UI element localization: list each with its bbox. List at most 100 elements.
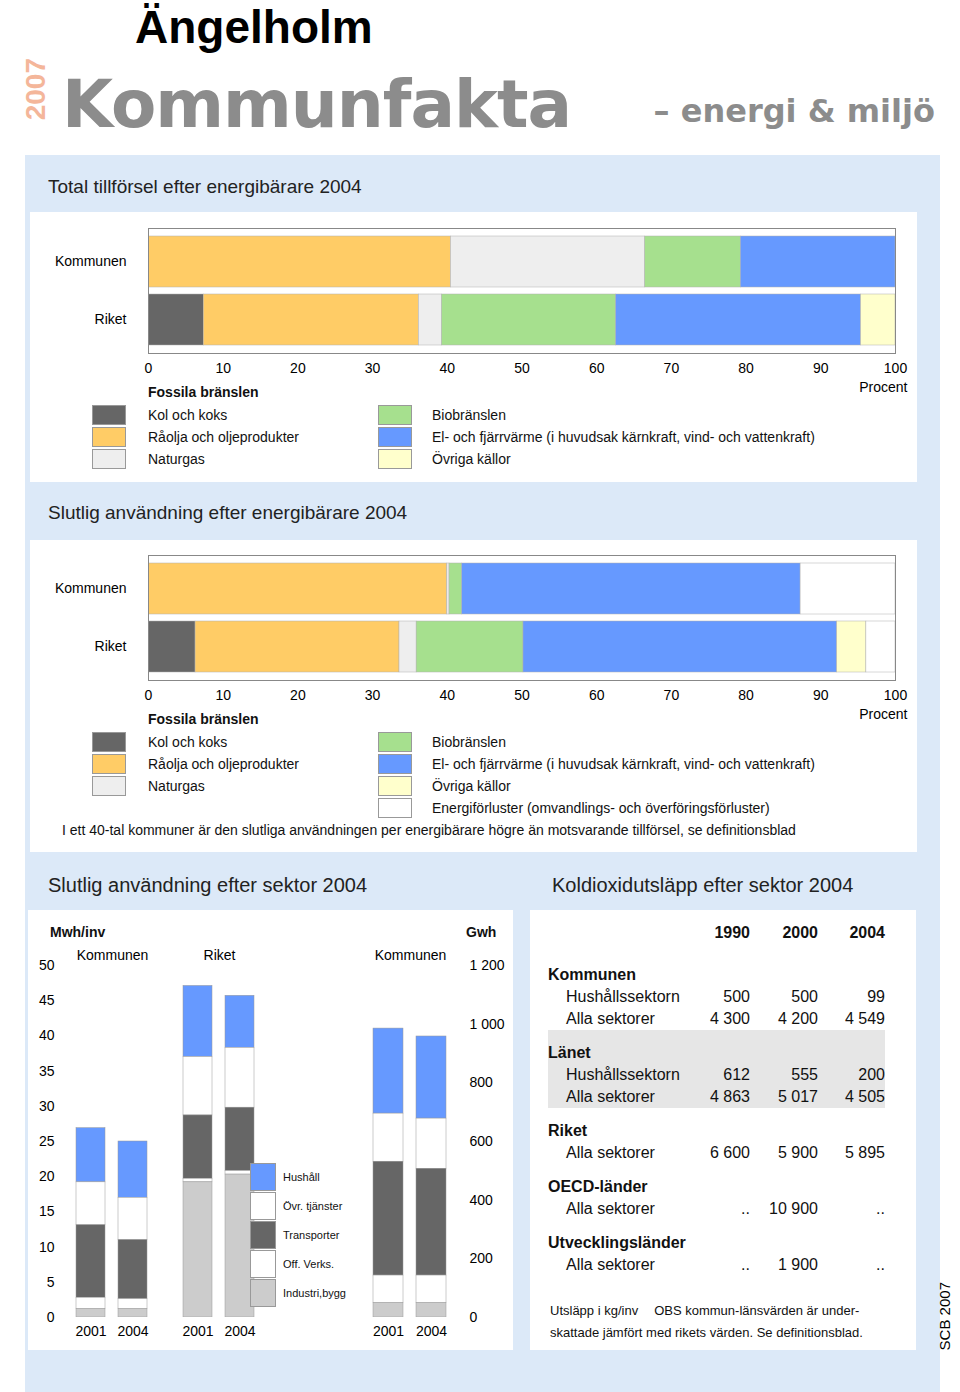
html-text:Slutlig användning efter sekto: Slutlig användning efter sektor 2004 xyxy=(48,874,368,896)
html-text:Slutlig användning efter energ: Slutlig användning efter energibärare 20… xyxy=(48,502,408,523)
svg-text:90: 90 xyxy=(813,687,829,703)
svg-text:1 000: 1 000 xyxy=(470,1016,505,1032)
svg-text:40: 40 xyxy=(440,360,456,376)
html-text:Alla sektorer: Alla sektorer xyxy=(566,1088,655,1105)
html-text:2004: 2004 xyxy=(849,924,885,941)
svg-text:400: 400 xyxy=(470,1192,494,1208)
svg-text:20: 20 xyxy=(39,1168,55,1184)
svg-text:Kommunen: Kommunen xyxy=(55,253,127,269)
svg-text:90: 90 xyxy=(813,360,829,376)
svg-text:70: 70 xyxy=(664,687,680,703)
html-text:SCB 2007: SCB 2007 xyxy=(936,1282,953,1351)
svg-text:0: 0 xyxy=(145,687,153,703)
svg-text:0: 0 xyxy=(145,360,153,376)
svg-text:Riket: Riket xyxy=(95,638,127,654)
html-text:555: 555 xyxy=(791,1066,818,1083)
svg-text:45: 45 xyxy=(39,992,55,1008)
svg-text:30: 30 xyxy=(39,1098,55,1114)
svg-text:Kommunen: Kommunen xyxy=(55,580,127,596)
svg-text:50: 50 xyxy=(39,957,55,973)
svg-text:2001: 2001 xyxy=(182,1323,213,1339)
html-text:Kommunfakta: Kommunfakta xyxy=(62,66,572,143)
svg-text:Kommunen: Kommunen xyxy=(375,947,447,963)
html-text:Total tillförsel efter energib: Total tillförsel efter energibärare 2004 xyxy=(48,176,362,197)
html-text:1 900: 1 900 xyxy=(778,1256,818,1273)
html-text:Naturgas: Naturgas xyxy=(148,451,205,467)
svg-text:80: 80 xyxy=(738,687,754,703)
html-text:Alla sektorer: Alla sektorer xyxy=(566,1200,655,1217)
html-text:200: 200 xyxy=(858,1066,885,1083)
html-text:Koldioxidutsläpp efter sektor: Koldioxidutsläpp efter sektor 2004 xyxy=(552,874,854,896)
html-text:2000: 2000 xyxy=(782,924,818,941)
html-text:Råolja och oljeprodukter: Råolja och oljeprodukter xyxy=(148,429,299,445)
html-text:5 900: 5 900 xyxy=(778,1144,818,1161)
html-text:4 549: 4 549 xyxy=(845,1010,885,1027)
svg-text:30: 30 xyxy=(365,360,381,376)
svg-text:2001: 2001 xyxy=(75,1323,106,1339)
html-text:4 863: 4 863 xyxy=(710,1088,750,1105)
html-text:Fossila bränslen: Fossila bränslen xyxy=(148,384,259,400)
svg-text:Procent: Procent xyxy=(859,706,907,721)
html-text:99: 99 xyxy=(867,988,885,1005)
svg-text:100: 100 xyxy=(884,360,908,376)
svg-text:10: 10 xyxy=(39,1239,55,1255)
svg-text:35: 35 xyxy=(39,1063,55,1079)
html-text:Alla sektorer: Alla sektorer xyxy=(566,1010,655,1027)
svg-text:60: 60 xyxy=(589,687,605,703)
svg-text:1 200: 1 200 xyxy=(470,957,505,973)
html-text:Alla sektorer: Alla sektorer xyxy=(566,1256,655,1273)
svg-text:0: 0 xyxy=(47,1309,55,1325)
html-text:Kol och koks: Kol och koks xyxy=(148,407,228,423)
html-text:6 600: 6 600 xyxy=(710,1144,750,1161)
svg-text:60: 60 xyxy=(589,360,605,376)
svg-text:15: 15 xyxy=(39,1203,55,1219)
svg-text:Riket: Riket xyxy=(204,947,236,963)
html-text:500: 500 xyxy=(791,988,818,1005)
html-text:Riket: Riket xyxy=(548,1122,588,1139)
svg-text:Riket: Riket xyxy=(95,311,127,327)
svg-text:600: 600 xyxy=(470,1133,494,1149)
svg-text:2004: 2004 xyxy=(224,1323,255,1339)
html-text:OECD-länder: OECD-länder xyxy=(548,1178,648,1195)
svg-text:2004: 2004 xyxy=(416,1323,447,1339)
html-text:5 017: 5 017 xyxy=(778,1088,818,1105)
svg-text:800: 800 xyxy=(470,1074,494,1090)
svg-text:2004: 2004 xyxy=(117,1323,148,1339)
svg-text:2001: 2001 xyxy=(373,1323,404,1339)
html-text:Ängelholm: Ängelholm xyxy=(135,1,373,53)
html-text:Utvecklingsländer: Utvecklingsländer xyxy=(548,1234,686,1251)
svg-text:20: 20 xyxy=(290,360,306,376)
html-text:Hushållssektorn: Hushållssektorn xyxy=(566,1066,680,1083)
svg-text:200: 200 xyxy=(470,1250,494,1266)
svg-text:50: 50 xyxy=(514,687,530,703)
html-text:1990: 1990 xyxy=(714,924,750,941)
svg-text:30: 30 xyxy=(365,687,381,703)
svg-text:25: 25 xyxy=(39,1133,55,1149)
svg-text:80: 80 xyxy=(738,360,754,376)
html-text:10 900: 10 900 xyxy=(769,1200,818,1217)
svg-text:40: 40 xyxy=(440,687,456,703)
html-text:Alla sektorer: Alla sektorer xyxy=(566,1144,655,1161)
svg-text:10: 10 xyxy=(215,687,231,703)
html-text:Hushållssektorn: Hushållssektorn xyxy=(566,988,680,1005)
html-text:4 505: 4 505 xyxy=(845,1088,885,1105)
svg-text:0: 0 xyxy=(470,1309,478,1325)
html-text:612: 612 xyxy=(723,1066,750,1083)
html-text:4 300: 4 300 xyxy=(710,1010,750,1027)
svg-text:10: 10 xyxy=(215,360,231,376)
html-text:2007: 2007 xyxy=(20,58,51,121)
svg-text:100: 100 xyxy=(884,687,908,703)
svg-text:40: 40 xyxy=(39,1027,55,1043)
html-text:– energi & miljö: – energi & miljö xyxy=(653,92,935,130)
html-text:5 895: 5 895 xyxy=(845,1144,885,1161)
svg-text:Procent: Procent xyxy=(859,379,907,394)
html-text:Kommunen: Kommunen xyxy=(548,966,636,983)
svg-text:70: 70 xyxy=(664,360,680,376)
svg-text:20: 20 xyxy=(290,687,306,703)
html-text:500: 500 xyxy=(723,988,750,1005)
html-text:4 200: 4 200 xyxy=(778,1010,818,1027)
svg-text:50: 50 xyxy=(514,360,530,376)
html-text:Länet: Länet xyxy=(548,1044,591,1061)
svg-text:Kommunen: Kommunen xyxy=(77,947,149,963)
svg-text:5: 5 xyxy=(47,1274,55,1290)
